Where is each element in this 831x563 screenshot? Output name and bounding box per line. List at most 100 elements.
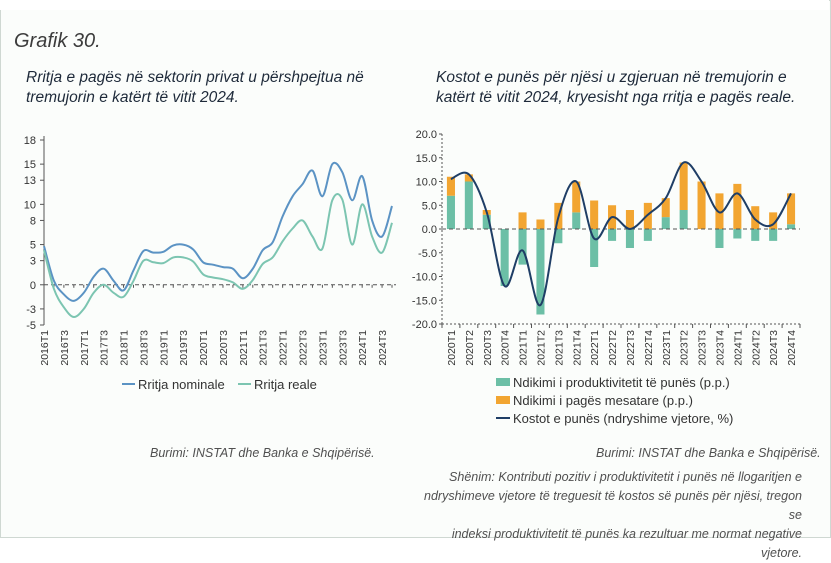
productivity-bar [733, 229, 742, 239]
left-title-line-2: tremujorin e katërt të vitit 2024. [26, 89, 239, 106]
productivity-bar [482, 214, 491, 229]
right-source: Burimi: INSTAT dhe Banka e Shqipërisë. [596, 446, 821, 460]
productivity-bar [608, 229, 617, 241]
nominal-growth-line [43, 161, 393, 302]
right-legend-swatch [496, 396, 510, 404]
right-x-tick-label: 2020T4 [500, 330, 512, 366]
right-x-tick-label: 2021T2 [535, 330, 547, 366]
right-y-tick-label: 0.0 [422, 224, 437, 236]
productivity-bar [625, 229, 634, 248]
left-x-tick-label: 2016T1 [39, 330, 51, 366]
wage-bar [518, 212, 527, 229]
wage-bar [751, 206, 760, 229]
wage-bar [572, 181, 581, 213]
right-y-tick-label: 15.0 [416, 153, 437, 165]
right-legend-label: Kostot e punës (ndryshime vjetore, %) [513, 411, 733, 426]
right-title-line-1: Kostot e punës për njësi u zgjeruan në t… [436, 69, 787, 86]
wage-bar [697, 181, 706, 229]
left-x-tick-label: 2022T3 [298, 330, 310, 366]
left-y-tick-label: 0 [30, 280, 36, 292]
productivity-bar [751, 229, 760, 241]
productivity-bar [769, 229, 778, 241]
productivity-bar [590, 229, 599, 267]
left-x-tick-label: 2024T1 [357, 330, 369, 366]
wage-bar [661, 198, 670, 218]
right-x-tick-label: 2024T3 [768, 330, 780, 366]
right-x-tick-label: 2024T1 [732, 330, 744, 366]
wage-bar [679, 162, 688, 210]
note-line-2: ndryshimeve vjetore të treguesit të kost… [424, 489, 802, 522]
left-x-tick-label: 2018T1 [119, 330, 131, 366]
note-line-3: indeksi produktivitetit të punës ka rezu… [451, 527, 802, 560]
right-note: Shënim: Kontributi pozitiv i produktivit… [410, 468, 802, 563]
right-x-tick-label: 2021T1 [518, 330, 530, 366]
right-x-tick-label: 2023T4 [714, 330, 726, 366]
wage-bar [715, 193, 724, 229]
right-x-tick-label: 2023T1 [661, 330, 673, 366]
right-x-tick-label: 2023T2 [679, 330, 691, 366]
wage-bar [536, 219, 545, 229]
left-x-tick-label: 2022T1 [278, 330, 290, 366]
productivity-bar [446, 195, 455, 229]
left-x-tick-label: 2020T1 [198, 330, 210, 366]
left-x-tick-label: 2018T3 [138, 330, 150, 366]
left-source: Burimi: INSTAT dhe Banka e Shqipërisë. [150, 446, 375, 460]
right-x-tick-label: 2024T4 [786, 330, 798, 366]
left-x-tick-label: 2017T3 [99, 330, 111, 366]
left-y-tick-label: -3 [26, 304, 36, 316]
right-x-tick-label: 2022T3 [625, 330, 637, 366]
left-y-tick-label: 3 [30, 256, 36, 268]
left-y-tick-label: 10 [24, 199, 36, 211]
left-x-tick-label: 2019T3 [178, 330, 190, 366]
wage-growth-line-chart: -5 -3 0 3 5 8 10 13 15 18 2016T1 2016T3 2017T1 2017T3… [24, 135, 396, 392]
right-y-tick-label: -15.0 [412, 295, 437, 307]
left-x-tick-label: 2021T1 [238, 330, 250, 366]
top-band [0, 0, 829, 10]
productivity-bar [500, 229, 509, 286]
note-line-1: Shënim: Kontributi pozitiv i produktivit… [449, 470, 802, 484]
left-title-line-1: Rritja e pagës në sektorin privat u përs… [26, 69, 364, 86]
right-y-tick-label: -20.0 [412, 319, 437, 331]
left-x-tick-label: 2023T1 [317, 330, 329, 366]
right-title-line-2: katërt të vitit 2024, kryesisht nga rrit… [436, 89, 796, 106]
right-y-tick-label: -10.0 [412, 272, 437, 284]
left-x-tick-label: 2023T3 [337, 330, 349, 366]
left-x-tick-label: 2016T3 [59, 330, 71, 366]
right-y-tick-label: 10.0 [416, 177, 437, 189]
productivity-bar [518, 229, 527, 265]
left-y-tick-label: 8 [30, 215, 36, 227]
right-x-tick-label: 2020T2 [464, 330, 476, 366]
left-x-tick-label: 2019T1 [158, 330, 170, 366]
left-x-tick-label: 2020T3 [218, 330, 230, 366]
right-x-tick-label: 2021T3 [553, 330, 565, 366]
left-y-tick-label: 15 [24, 159, 36, 171]
left-x-tick-label: 2021T3 [258, 330, 270, 366]
productivity-bar [643, 229, 652, 241]
right-x-tick-label: 2021T4 [571, 330, 583, 366]
wage-bar [590, 200, 599, 229]
productivity-bar [464, 181, 473, 229]
unit-labour-cost-line [450, 161, 792, 307]
left-chart-title: Rritja e pagës në sektorin privat u përs… [26, 68, 386, 108]
left-y-tick-label: 18 [24, 135, 36, 147]
productivity-bar [554, 229, 563, 244]
left-y-tick-label: 5 [30, 240, 36, 252]
right-legend-label: Ndikimi i pagës mesatare (p.p.) [513, 393, 693, 408]
right-x-tick-label: 2022T2 [607, 330, 619, 366]
wage-bar [446, 176, 455, 196]
right-x-tick-label: 2022T4 [643, 330, 655, 366]
productivity-bar [787, 224, 796, 229]
real-growth-line [43, 193, 393, 318]
productivity-bar [661, 217, 670, 229]
right-x-tick-label: 2024T2 [750, 330, 762, 366]
right-x-tick-label: 2020T3 [482, 330, 494, 366]
unit-labour-cost-chart: 20.0 15.0 10.0 5.0 0.0 -5.0 -10.0 -15.0 -20.0 202… [412, 129, 801, 426]
right-x-tick-label: 2020T1 [446, 330, 458, 366]
productivity-bar [715, 229, 724, 248]
wage-bar [733, 183, 742, 229]
left-legend-label: Rritja nominale [138, 377, 225, 392]
left-y-tick-label: 13 [24, 175, 36, 187]
right-legend-label: Ndikimi i produktivitetit të punës (p.p.… [513, 375, 730, 390]
right-y-tick-label: -5.0 [418, 248, 437, 260]
productivity-bar [572, 212, 581, 229]
